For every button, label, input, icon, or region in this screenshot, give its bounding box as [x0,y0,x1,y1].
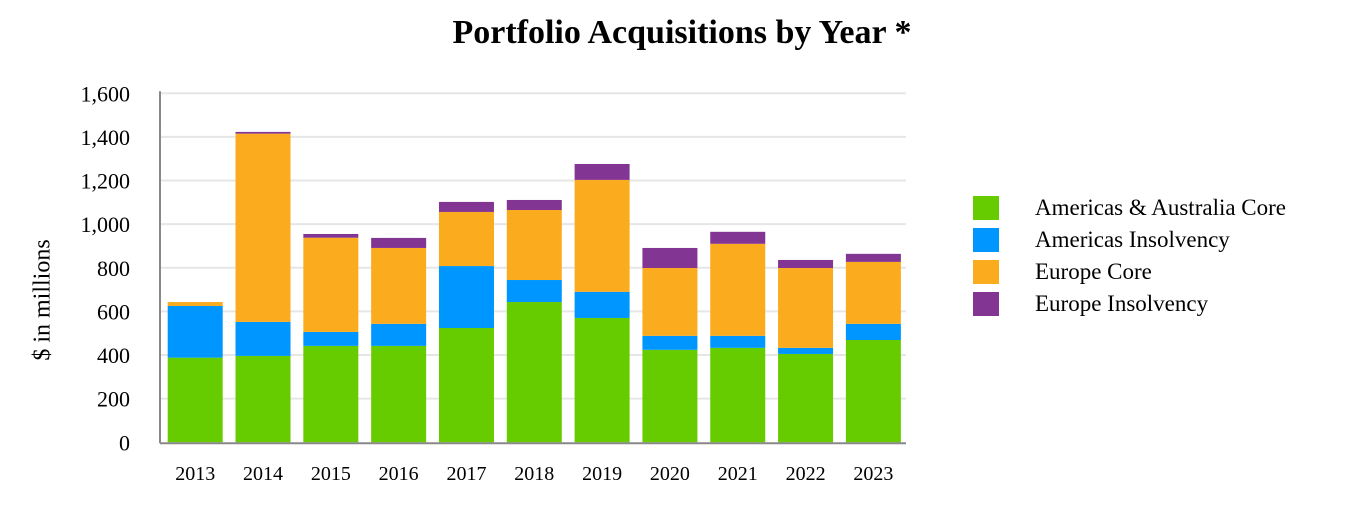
legend-swatch [973,196,999,220]
bar-segment [778,259,834,269]
legend: Americas & Australia Core Americas Insolv… [973,192,1286,320]
bar-segment [506,302,562,443]
bar-segment [167,305,223,358]
bar-segment [371,323,427,346]
bar-segment [438,201,494,212]
x-tick-label: 2022 [786,463,826,485]
y-tick-label: 1,400 [81,125,131,150]
bar-segment [710,231,766,244]
legend-swatch [973,228,999,252]
y-tick-label: 400 [97,343,130,368]
x-tick-label: 2018 [514,463,554,485]
bar-segment [845,339,901,443]
legend-item: Americas Insolvency [973,224,1286,256]
bar-segment [235,321,291,356]
x-tick-label: 2021 [718,463,758,485]
y-tick-label: 1,600 [81,81,131,106]
legend-swatch [973,260,999,284]
chart-title: Portfolio Acquisitions by Year * [452,14,912,51]
bar-segment [235,131,291,134]
legend-swatch [973,292,999,316]
legend-label: Europe Core [1035,259,1152,284]
bar-segment [574,317,630,443]
y-tick-label: 600 [97,299,130,324]
legend-item: Americas & Australia Core [973,192,1286,224]
bar-segment [710,243,766,336]
y-tick-label: 0 [119,430,130,455]
bar-segment [506,199,562,210]
bar-segment [845,323,901,340]
legend-item: Europe Core [973,256,1286,288]
x-tick-label: 2014 [243,463,283,485]
bar-segment [574,163,630,180]
bar-segment [371,237,427,248]
bar-segment [438,328,494,443]
legend-label: Europe Insolvency [1035,291,1209,316]
bar-segment [574,291,630,318]
y-tick-label: 800 [97,256,130,281]
legend-item: Europe Insolvency [973,288,1286,320]
bar-segment [642,268,698,336]
y-tick-label: 1,000 [81,212,131,237]
x-tick-label: 2023 [853,463,893,485]
bar-segment [506,209,562,281]
bar-segment [235,133,291,322]
bar-segment [642,349,698,443]
bar-segment [167,302,223,306]
bar-segment [574,179,630,292]
bar-segment [845,261,901,324]
x-tick-label: 2016 [379,463,419,485]
legend-label: Americas & Australia Core [1035,195,1287,220]
bar-segment [371,345,427,443]
bar-segment [778,347,834,354]
bar-segment [506,280,562,303]
bar-segment [710,335,766,348]
bar-segment [235,355,291,443]
x-tick-label: 2020 [650,463,690,485]
bar-segment [642,247,698,269]
x-tick-label: 2019 [582,463,622,485]
bar-segment [710,347,766,443]
y-tick-label: 200 [97,387,130,412]
x-tick-label: 2017 [446,463,486,485]
bar-segment [167,357,223,443]
bar-segment [303,331,359,346]
bar-segment [303,237,359,332]
legend-label: Americas Insolvency [1035,227,1230,252]
bar-segment [371,247,427,324]
y-tick-label: 1,200 [81,169,131,194]
bar-segment [303,345,359,443]
bar-segment [438,266,494,329]
x-tick-label: 2015 [311,463,351,485]
x-tick-label: 2013 [175,463,215,485]
bar-segment [303,233,359,238]
bar-segment [642,335,698,350]
bar-segment [845,253,901,262]
bar-segment [778,268,834,348]
bar-segment [778,353,834,443]
bar-segment [438,211,494,267]
